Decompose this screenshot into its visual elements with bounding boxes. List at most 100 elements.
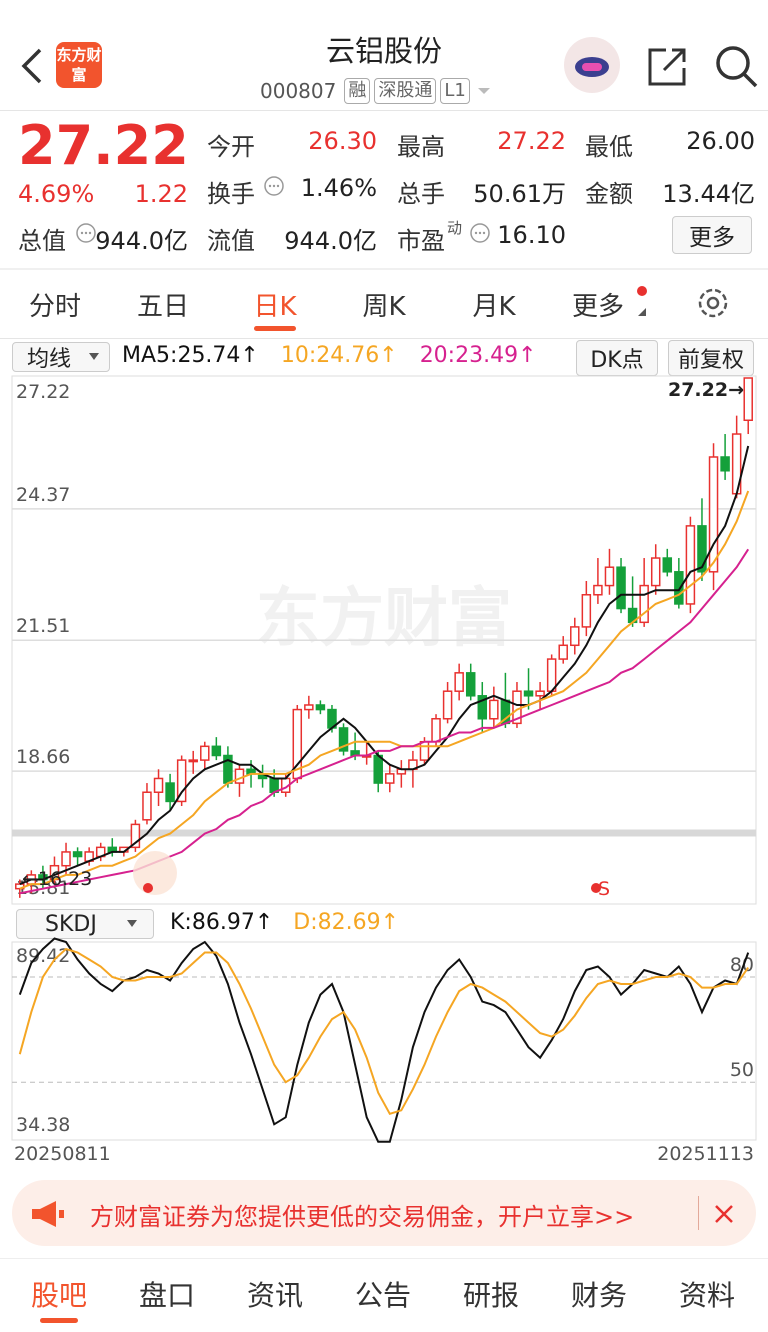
annotation: 27.22→ — [668, 379, 744, 401]
annotation: ←16.23 — [22, 868, 92, 890]
nav-active[interactable]: 股吧 — [30, 1279, 87, 1312]
nav-item[interactable]: 盘口 — [138, 1279, 195, 1312]
candle-body — [489, 699, 499, 720]
candle-body — [385, 773, 395, 784]
promo-banner[interactable]: 方财富证券为您提供更低的交易佣金，开户立享>> — [12, 1180, 756, 1246]
candle-body — [338, 727, 349, 752]
more-button[interactable]: 更多 — [672, 216, 752, 254]
candle-body — [419, 740, 430, 761]
search-icon[interactable] — [712, 42, 760, 90]
divider — [0, 268, 768, 270]
stock-title: 云铝股份 — [325, 34, 442, 68]
close-icon[interactable] — [712, 1202, 736, 1226]
nav-item[interactable]: 研报 — [462, 1279, 519, 1312]
nav-item[interactable]: 资讯 — [246, 1279, 303, 1312]
info-icon[interactable] — [74, 221, 98, 245]
indicator-selector[interactable]: SKDJ — [16, 909, 154, 939]
y-tick-label: 27.22 — [16, 381, 70, 403]
nav-item[interactable]: 公告 — [354, 1279, 411, 1312]
y-tick-label: 18.66 — [16, 746, 70, 768]
candle-body — [570, 626, 580, 647]
nav-item[interactable]: 资料 — [678, 1279, 735, 1312]
stock-code: 000807 — [260, 79, 337, 103]
stat-value: 26.30 — [308, 127, 377, 155]
stat-label: 今开 — [207, 133, 255, 161]
back-button[interactable] — [18, 46, 46, 86]
nav-item[interactable]: 财务 — [570, 1279, 627, 1312]
change-pct: 4.69% — [18, 180, 95, 208]
y-tick-label: 89.42 — [16, 945, 70, 967]
legend-entry: D:82.69↑ — [293, 910, 400, 935]
candle-body — [523, 690, 534, 697]
change: 1.22 — [134, 180, 188, 208]
candle-body — [477, 695, 488, 720]
candle-body — [454, 672, 464, 692]
stat-value: 1.46% — [300, 174, 377, 202]
candle-body — [211, 745, 222, 757]
tab[interactable]: 周K — [362, 292, 406, 322]
candle-body — [604, 566, 615, 587]
candle-body — [130, 823, 141, 849]
y-tick-label: 34.38 — [16, 1114, 70, 1136]
legend-entry: 20:23.49↑ — [419, 343, 537, 368]
settings-icon[interactable] — [694, 284, 732, 322]
candle-body — [72, 851, 83, 858]
candle-body — [61, 851, 71, 867]
candle-body — [535, 690, 545, 697]
candle-body — [188, 759, 198, 763]
candle-body — [743, 377, 753, 422]
tab[interactable]: 分时 — [28, 292, 81, 322]
x-tick-label: 20250811 — [14, 1143, 111, 1165]
divider — [0, 338, 768, 339]
promo-text: 方财富证券为您提供更低的交易佣金，开户立享>> — [90, 1203, 635, 1231]
x-tick-label: 20251113 — [657, 1143, 754, 1165]
candle-body — [593, 584, 603, 596]
candle-body — [581, 594, 592, 628]
candle-body — [153, 777, 164, 793]
badge: 深股通 — [374, 78, 437, 104]
ma-selector[interactable]: 均线 — [12, 342, 110, 372]
indicator-label: SKDJ — [45, 911, 97, 937]
chart: 东方财富27.2224.3721.5118.6615.8127.22→←16.2… — [11, 375, 757, 1165]
tab[interactable]: 更多 — [571, 292, 624, 322]
candle-body — [304, 704, 314, 711]
avatar[interactable] — [562, 36, 622, 94]
stat-label: 最低 — [585, 133, 633, 161]
kdj-line — [18, 947, 750, 1115]
legend-entry: MA5:25.74↑ — [122, 343, 259, 368]
tab[interactable]: 月K — [472, 292, 516, 322]
signal-dot — [591, 883, 601, 893]
candle-body — [674, 571, 684, 605]
tab[interactable]: 五日 — [136, 292, 189, 322]
candle-body — [558, 644, 568, 660]
share-icon[interactable] — [646, 44, 690, 88]
stat-value: 50.61万 — [473, 180, 566, 208]
kdj-panel — [11, 941, 757, 1141]
candle-body — [373, 754, 383, 784]
watermark: 东方财富 — [256, 582, 512, 656]
price: 27.22 — [18, 114, 189, 177]
info-icon[interactable] — [468, 221, 492, 245]
ma-line — [19, 490, 750, 890]
info-icon[interactable] — [262, 174, 286, 198]
y-tick-label: 24.37 — [16, 484, 70, 506]
separator — [698, 1196, 699, 1230]
candle-body — [442, 690, 453, 720]
candle-body — [431, 718, 441, 743]
nav-underline — [40, 1318, 78, 1323]
pe-superscript: 动 — [447, 219, 463, 237]
stat-label: 金额 — [585, 180, 633, 208]
badge: 融 — [344, 78, 371, 104]
tab-active[interactable]: 日K — [253, 292, 297, 322]
kdj-line — [18, 937, 750, 1143]
stat-value: 13.44亿 — [662, 180, 755, 208]
dropdown-icon[interactable] — [474, 84, 494, 98]
sub-header: 000807 融 深股通 L1 — [260, 78, 494, 104]
dk-button[interactable]: DK点 — [576, 340, 658, 376]
candle-body — [165, 782, 175, 803]
logo[interactable]: 东方财富 — [56, 42, 102, 88]
candle-body — [662, 557, 673, 573]
ma-legend: MA5:25.74↑ 10:24.76↑ 20:23.49↑ — [122, 343, 537, 368]
stat-label: 总值 — [18, 227, 66, 255]
